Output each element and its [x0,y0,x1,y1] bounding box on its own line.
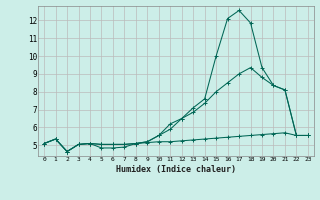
X-axis label: Humidex (Indice chaleur): Humidex (Indice chaleur) [116,165,236,174]
